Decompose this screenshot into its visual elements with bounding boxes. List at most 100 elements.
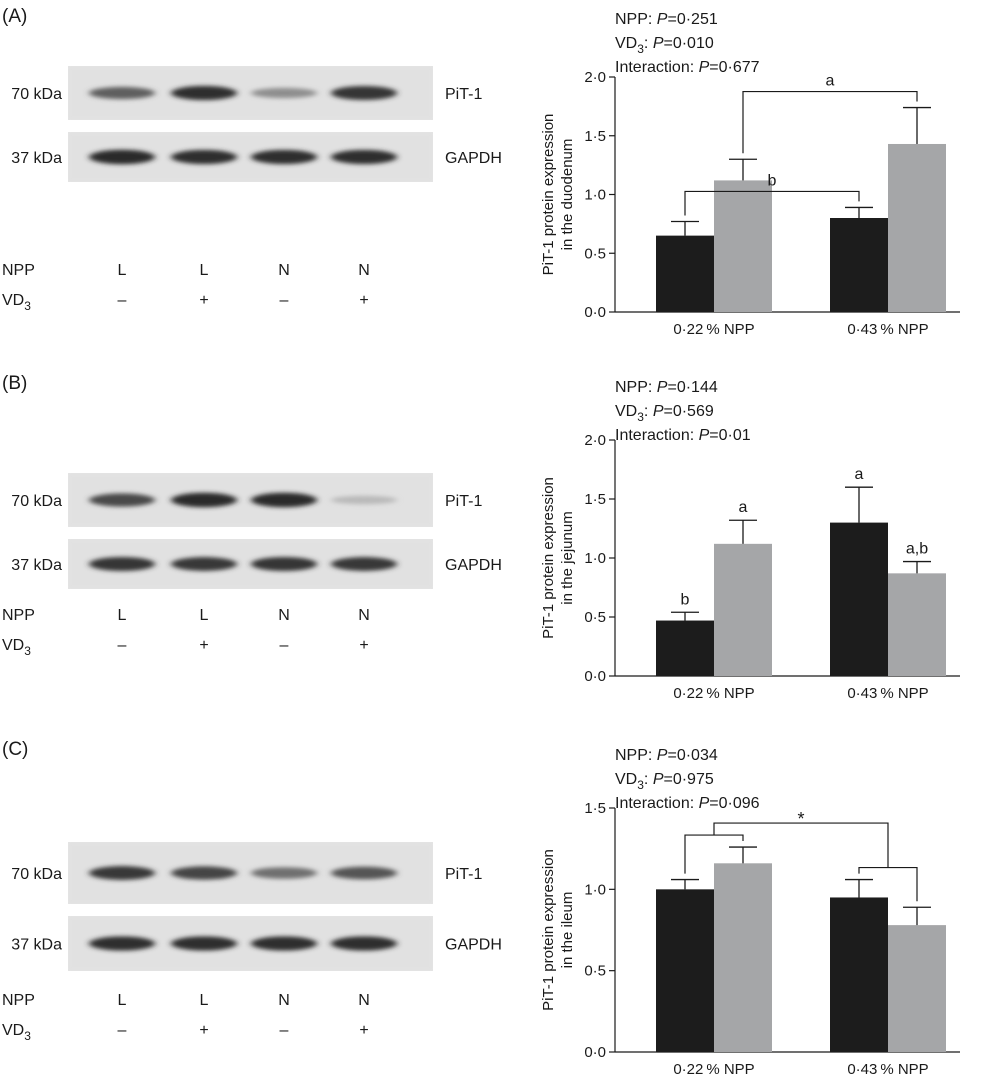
blot-strip-gapdh	[68, 916, 433, 971]
significance-label: a	[826, 73, 835, 90]
blot-band	[251, 87, 317, 99]
blot-band	[89, 149, 155, 165]
bar	[888, 573, 946, 676]
npp-value: L	[200, 992, 209, 1009]
bar	[830, 218, 888, 312]
marker-size-label: 70 kDa	[11, 86, 62, 103]
y-tick-label: 1·5	[584, 128, 606, 145]
stat-line: Interaction: P=0·01	[615, 427, 751, 444]
blot-band	[251, 556, 317, 572]
y-axis-label: PiT-1 protein expression	[540, 114, 557, 276]
between-group-bracket	[713, 822, 889, 868]
panel-1: (A) 70 kDa PiT-1 37 kDa GAPDH NPP L L N N VD3 – + – + N…	[2, 6, 960, 338]
vd3-value: –	[118, 292, 127, 309]
npp-value: L	[118, 992, 127, 1009]
npp-value: N	[358, 992, 370, 1009]
bar	[656, 235, 714, 312]
blot-band	[89, 866, 155, 880]
panel-3: (C) 70 kDa PiT-1 37 kDa GAPDH NPP L L N N VD3 – + – + N…	[2, 739, 960, 1078]
blot-strip-pit-1	[68, 842, 433, 904]
blot-band	[171, 866, 237, 880]
panel-2: (B) 70 kDa PiT-1 37 kDa GAPDH NPP L L N N VD3 – + – + N…	[2, 373, 960, 702]
significance-label: a,b	[906, 541, 928, 558]
npp-value: L	[118, 607, 127, 624]
significance-label: *	[797, 809, 804, 829]
blot-band	[89, 936, 155, 951]
x-category-label: 0·22 % NPP	[673, 1061, 754, 1078]
blot-band	[89, 493, 155, 507]
y-tick-label: 2·0	[584, 432, 606, 449]
bar	[656, 889, 714, 1052]
significance-label: a	[739, 499, 748, 516]
marker-size-label: 37 kDa	[11, 557, 62, 574]
y-tick-label: 0·5	[584, 963, 606, 980]
y-tick-label: 1·5	[584, 491, 606, 508]
npp-value: N	[278, 607, 290, 624]
vd3-row-label: VD3	[2, 1022, 31, 1043]
bar	[888, 925, 946, 1052]
blot-band	[251, 492, 317, 508]
blot-band	[89, 556, 155, 572]
vd3-value: +	[359, 292, 368, 309]
x-category-label: 0·43 % NPP	[847, 1061, 928, 1078]
bar	[714, 180, 772, 312]
blot-band	[171, 492, 237, 508]
vd3-value: +	[359, 637, 368, 654]
stat-line: NPP: P=0·034	[615, 747, 718, 764]
y-axis-label: in the ileum	[559, 892, 576, 969]
blot-band	[251, 936, 317, 951]
blot-band	[171, 149, 237, 165]
blot-band	[331, 149, 397, 165]
npp-value: N	[358, 607, 370, 624]
blot-band	[171, 557, 237, 571]
vd3-value: +	[199, 292, 208, 309]
protein-label: PiT-1	[445, 493, 482, 510]
blot-strip-pit-1	[68, 66, 433, 120]
blot-band	[251, 149, 317, 165]
significance-bracket	[684, 190, 860, 216]
y-tick-label: 0·0	[584, 304, 606, 321]
vd3-row-label: VD3	[2, 292, 31, 313]
y-tick-label: 0·0	[584, 1044, 606, 1061]
marker-size-label: 37 kDa	[11, 937, 62, 954]
x-category-label: 0·22 % NPP	[673, 685, 754, 702]
y-tick-label: 1·0	[584, 550, 606, 567]
marker-size-label: 70 kDa	[11, 493, 62, 510]
panel-letter: (B)	[2, 373, 27, 394]
x-category-label: 0·43 % NPP	[847, 685, 928, 702]
significance-label: b	[768, 172, 777, 189]
npp-value: N	[278, 992, 290, 1009]
blot-band	[331, 936, 397, 951]
vd3-value: –	[118, 637, 127, 654]
npp-value: N	[358, 262, 370, 279]
panel-letter: (C)	[2, 739, 28, 760]
bar	[830, 897, 888, 1052]
group-bracket	[858, 866, 918, 902]
blot-band	[251, 867, 317, 879]
protein-label: PiT-1	[445, 866, 482, 883]
npp-value: L	[118, 262, 127, 279]
x-category-label: 0·22 % NPP	[673, 321, 754, 338]
blot-band	[331, 495, 397, 505]
y-axis-label: in the duodenum	[559, 139, 576, 251]
stat-line: Interaction: P=0·677	[615, 59, 760, 76]
npp-row-label: NPP	[2, 992, 35, 1009]
y-axis-label: in the jejunum	[559, 511, 576, 604]
y-axis-label: PiT-1 protein expression	[540, 849, 557, 1011]
blot-band	[331, 85, 397, 101]
bar	[714, 543, 772, 676]
significance-label: b	[681, 591, 690, 608]
npp-row-label: NPP	[2, 607, 35, 624]
blot-strip-pit-1	[68, 473, 433, 527]
bar	[714, 863, 772, 1052]
y-tick-label: 1·0	[584, 187, 606, 204]
y-tick-label: 0·5	[584, 245, 606, 262]
stat-line: NPP: P=0·251	[615, 11, 718, 28]
bar	[656, 620, 714, 676]
x-category-label: 0·43 % NPP	[847, 321, 928, 338]
vd3-row-label: VD3	[2, 637, 31, 658]
blot-band	[331, 866, 397, 880]
vd3-value: +	[199, 637, 208, 654]
protein-label: GAPDH	[445, 557, 502, 574]
